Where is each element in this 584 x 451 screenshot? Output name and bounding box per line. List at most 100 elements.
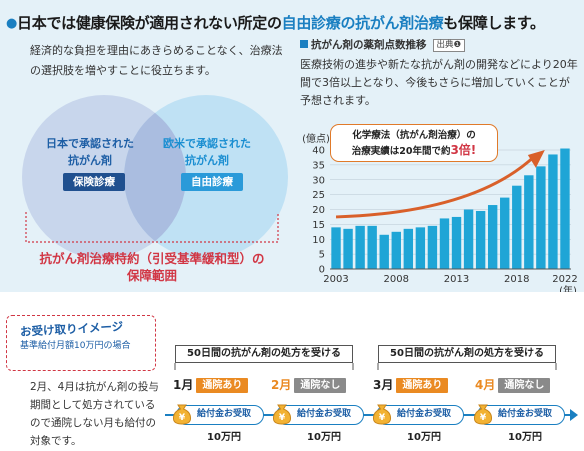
venn-left-label: 日本で承認された 抗がん剤 (40, 135, 140, 169)
bar-2008 (391, 231, 401, 269)
coverage-scope-text: 抗がん剤治療特約（引受基準緩和型）の 保障範囲 (22, 250, 282, 284)
benefit-amount-1: 10万円 (207, 432, 241, 443)
y-tick-label: 35 (312, 160, 325, 171)
month-1-label: 1月 (173, 378, 194, 392)
venn-overlap (124, 95, 186, 259)
benefit-amount-4: 10万円 (508, 432, 542, 443)
month-3-label: 3月 (373, 378, 394, 392)
month-3-badge: 通院あり (396, 378, 449, 393)
money-bag-icon: ¥ (172, 404, 192, 425)
month-2-badge: 通院なし (294, 378, 347, 393)
coverage-bracket (25, 212, 279, 243)
square-icon (300, 40, 308, 48)
bar-2017 (500, 197, 510, 269)
headline-part1: 日本では健康保険が適用されない所定の (17, 14, 282, 32)
money-bag-icon: ¥ (372, 404, 392, 425)
bar-2004 (343, 228, 353, 269)
month-4-label: 4月 (475, 378, 496, 392)
month-1: 1月 通院あり (173, 376, 249, 393)
prescription-period-1: 50日間の抗がん剤の処方を受ける (175, 345, 353, 363)
source-tag: 出典❶ (432, 39, 466, 52)
bar-2022 (560, 148, 570, 269)
trend-arrow-line (335, 154, 536, 219)
y-tick-label: 5 (319, 250, 325, 261)
month-2: 2月 通院なし (271, 376, 347, 393)
benefit-label-1: 給付金お受取 (197, 409, 252, 419)
x-axis-label: (年) (559, 284, 577, 292)
callout-line1: 化学療法（抗がん剤治療）の (352, 130, 476, 141)
chart-callout: 化学療法（抗がん剤治療）の 治療実績は20年間で約3倍! (330, 124, 498, 162)
coin-symbol: ¥ (179, 413, 186, 423)
y-tick-label: 0 (319, 265, 325, 276)
bar-2012 (439, 218, 450, 269)
benefit-pill-2: ¥ 給付金お受取 (272, 404, 364, 425)
callout-line2: 治療実績は20年間で約3倍! (331, 143, 497, 159)
coin-symbol: ¥ (279, 413, 286, 423)
receipt-subtitle: 基準給付月額10万円の場合 (20, 341, 131, 351)
bar-2021 (548, 154, 558, 269)
chart-title-text: 抗がん剤の薬剤点数推移 (311, 39, 427, 51)
month-3: 3月 通院あり (373, 376, 449, 393)
trend-arrow-head-icon (527, 150, 545, 168)
y-tick-label: 10 (312, 235, 325, 246)
benefit-label-2: 給付金お受取 (297, 409, 352, 419)
venn-right-label-line1: 欧米で承認された (163, 137, 251, 150)
y-tick-label: 30 (312, 175, 325, 186)
receipt-title-frame (6, 315, 156, 371)
month-4-badge: 通院なし (498, 378, 551, 393)
venn-right-label: 欧米で承認された 抗がん剤 (157, 135, 257, 169)
venn-left-label-line1: 日本で承認された (46, 137, 134, 150)
bar-2013 (451, 216, 462, 269)
x-tick-label: 2003 (323, 274, 348, 285)
period-2-bracket (377, 363, 557, 370)
month-1-badge: 通院あり (196, 378, 249, 393)
intro-text: 経済的な負担を理由にあきらめることなく、治療法の選択肢を増やすことに役立ちます。 (30, 44, 283, 77)
bar-2007 (379, 234, 389, 269)
bar-2005 (355, 225, 365, 269)
headline-part2: も保障します。 (443, 14, 545, 32)
prescription-period-2: 50日間の抗がん剤の処方を受ける (378, 345, 556, 363)
bar-2006 (367, 225, 377, 269)
benefit-amount-2: 10万円 (307, 432, 341, 443)
timeline-arrow-icon (570, 409, 578, 421)
bar-2019 (524, 175, 534, 269)
headline-bullet: ● (6, 16, 18, 31)
benefit-amount-3: 10万円 (407, 432, 441, 443)
y-axis-label: (億点) (302, 132, 330, 145)
x-tick-label: 2018 (504, 274, 529, 285)
benefit-pill-4: ¥ 給付金お受取 (473, 404, 565, 425)
bar-2018 (512, 185, 522, 269)
x-tick-label: 2008 (384, 274, 409, 285)
chart-title: 抗がん剤の薬剤点数推移 出典❶ (300, 37, 466, 52)
coverage-scope-line2: 保障範囲 (126, 268, 177, 283)
coin-symbol: ¥ (379, 413, 386, 423)
callout-emphasis: 3倍! (450, 143, 477, 157)
y-tick-label: 25 (312, 190, 325, 201)
headline-highlight: 自由診療の抗がん剤治療 (281, 14, 444, 32)
bar-2003 (331, 227, 341, 269)
month-4: 4月 通院なし (475, 376, 551, 393)
bar-2011 (427, 225, 438, 269)
money-bag-icon: ¥ (272, 404, 292, 425)
free-care-pill: 自由診療 (181, 173, 243, 191)
chart-description: 医療技術の進歩や新たな抗がん剤の開発などにより20年間で3倍以上となり、今後もさ… (300, 58, 578, 107)
benefit-pill-3: ¥ 給付金お受取 (372, 404, 464, 425)
headline: ●日本では健康保険が適用されない所定の自由診療の抗がん剤治療も保障します。 (6, 12, 545, 33)
benefit-label-3: 給付金お受取 (397, 409, 452, 419)
bar-chart: 0 5 10 15 20 25 30 35 40(億点) 2003 2008 2013 2018 2022… (302, 132, 578, 292)
coverage-scope-line1: 抗がん剤治療特約（引受基準緩和型）の (39, 251, 265, 266)
timeline-line (165, 414, 571, 416)
insurance-care-pill: 保険診療 (63, 173, 125, 191)
month-2-label: 2月 (271, 378, 292, 392)
venn-right-label-line2: 抗がん剤 (185, 154, 229, 167)
callout-line2-text: 治療実績は20年間で約 (351, 146, 451, 157)
bar-2010 (415, 227, 426, 269)
x-tick-label: 2022 (552, 274, 577, 285)
benefit-pill-1: ¥ 給付金お受取 (172, 404, 264, 425)
y-tick-label: 15 (312, 220, 325, 231)
period-1-bracket (174, 363, 354, 370)
bar-2015 (475, 210, 486, 269)
coin-symbol: ¥ (480, 413, 487, 423)
y-tick-label: 40 (312, 146, 325, 157)
y-tick-label: 20 (312, 205, 325, 216)
